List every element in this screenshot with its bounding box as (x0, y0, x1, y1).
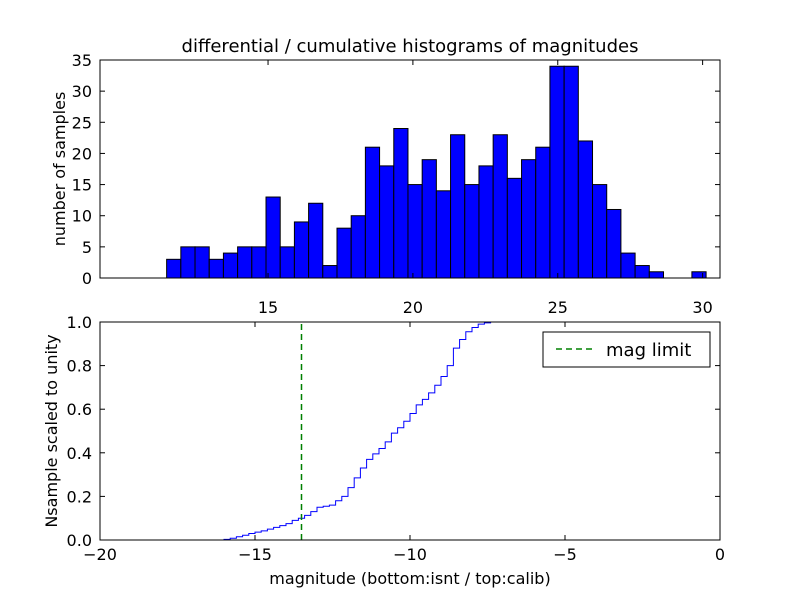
histogram-bar (194, 246, 210, 279)
histogram-y-tick-label: 5 (82, 238, 92, 257)
histogram-bars (166, 65, 707, 279)
histogram-bar (648, 271, 665, 279)
histogram-bar (435, 190, 452, 279)
histogram-chart: differential / cumulative histograms of … (50, 36, 721, 317)
histogram-bar (492, 134, 508, 279)
histogram-y-tick-label: 10 (72, 207, 92, 226)
histogram-bar (506, 177, 523, 279)
histogram-bar (691, 271, 707, 279)
histogram-bar (237, 246, 253, 279)
histogram-bar (620, 252, 636, 279)
cumulative-chart: 0.0 0.2 0.4 0.6 0.8 1.0 −20 −15 −10 −5 0 magnitud… (42, 313, 725, 588)
histogram-bar (166, 258, 182, 279)
histogram-bar (293, 221, 310, 279)
histogram-bar (379, 165, 395, 279)
histogram-y-tick-label: 0 (82, 269, 92, 288)
cumulative-y-tick-label: 0.8 (67, 357, 92, 376)
histogram-bar (606, 208, 622, 279)
histogram-bar (393, 128, 409, 279)
histogram-y-tick-label: 30 (72, 82, 92, 101)
cumulative-x-tick-label: −20 (83, 545, 117, 564)
histogram-bar (222, 252, 239, 279)
histogram-bar (450, 134, 466, 279)
histogram-bar (407, 184, 423, 279)
cumulative-x-tick-label: −10 (393, 545, 427, 564)
histogram-x-tick-label: 25 (548, 298, 568, 317)
histogram-bar (549, 65, 565, 279)
histogram-bar (563, 65, 579, 279)
histogram-bar (336, 227, 352, 279)
histogram-y-tick-label: 15 (72, 176, 92, 195)
cumulative-x-ticks: −20 −15 −10 −5 0 (83, 322, 725, 564)
cumulative-y-tick-label: 0.6 (67, 400, 92, 419)
legend-label-mag-limit: mag limit (606, 340, 691, 361)
histogram-bar (421, 159, 437, 279)
histogram-y-tick-label: 35 (72, 51, 92, 70)
cumulative-y-tick-label: 1.0 (67, 313, 92, 332)
legend: mag limit (542, 331, 711, 368)
histogram-bar (265, 196, 281, 279)
histogram-axes-frame (99, 59, 721, 279)
cumulative-y-tick-label: 0.4 (67, 444, 92, 463)
histogram-bar (592, 184, 608, 279)
histogram-bar (634, 265, 650, 279)
cumulative-y-tick-label: 0.2 (67, 487, 92, 506)
histogram-bar (308, 202, 324, 279)
histogram-bar (208, 258, 224, 279)
histogram-x-tick-label: 20 (403, 298, 423, 317)
histogram-y-tick-label: 25 (72, 113, 92, 132)
cumulative-axes-frame (99, 321, 721, 541)
cumulative-x-tick-label: −5 (553, 545, 577, 564)
histogram-bar (577, 140, 594, 279)
histogram-bar (364, 146, 381, 279)
histogram-bar (180, 246, 196, 279)
cumulative-x-axis-label: magnitude (bottom:isnt / top:calib) (269, 569, 550, 588)
cumulative-y-tick-label: 0.0 (67, 531, 92, 550)
histogram-y-tick-label: 20 (72, 144, 92, 163)
cumulative-lines (100, 321, 721, 541)
histogram-x-ticks: 15 20 25 30 (258, 60, 713, 317)
cumulative-y-ticks: 0.0 0.2 0.4 0.6 0.8 1.0 (67, 313, 720, 550)
histogram-bar (279, 246, 295, 279)
histogram-x-tick-label: 30 (692, 298, 712, 317)
histogram-bar (464, 184, 480, 279)
cumulative-x-tick-label: 0 (715, 545, 725, 564)
cumulative-y-axis-label: Nsample scaled to unity (42, 334, 61, 527)
histogram-bar (322, 265, 338, 279)
histogram-bar (521, 159, 537, 279)
histogram-bar (478, 165, 494, 279)
figure-title: differential / cumulative histograms of … (182, 36, 639, 57)
cumulative-step-line (100, 321, 721, 541)
cumulative-x-tick-label: −15 (238, 545, 272, 564)
histogram-bar (535, 146, 551, 279)
histogram-x-tick-label: 15 (258, 298, 278, 317)
histogram-y-ticks: 0 5 10 15 20 25 30 35 (72, 51, 720, 288)
histogram-y-axis-label: number of samples (50, 92, 69, 247)
histogram-bar (350, 215, 366, 279)
histogram-bar (251, 246, 267, 279)
